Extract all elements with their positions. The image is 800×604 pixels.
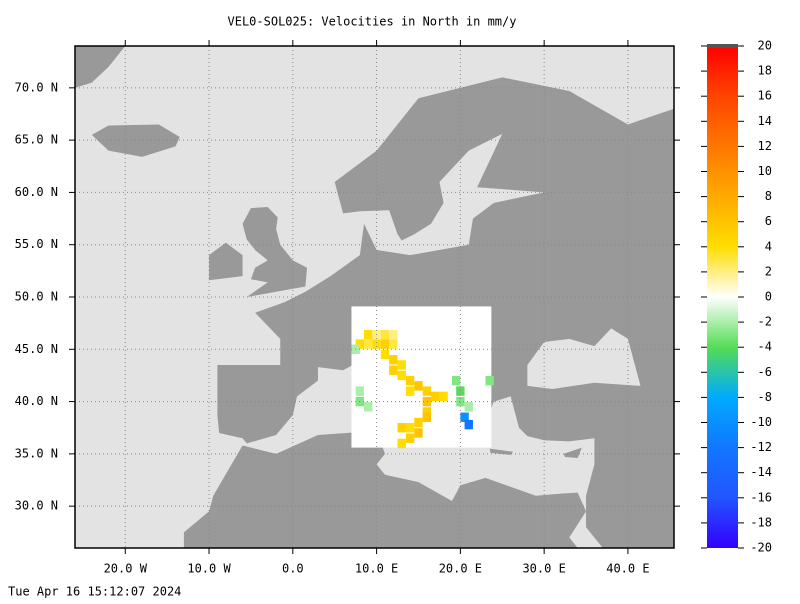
colorbar-label: -20 xyxy=(750,541,772,555)
x-tick-label: 40.0 E xyxy=(606,562,649,576)
greenland xyxy=(75,46,126,88)
colorbar-label: -6 xyxy=(758,365,772,379)
colorbar-label: -18 xyxy=(750,515,772,529)
x-tick-label: 10.0 W xyxy=(187,562,231,576)
velocity-cell xyxy=(464,402,473,412)
velocity-cell xyxy=(405,375,415,386)
y-tick-label: 40.0 N xyxy=(15,394,58,408)
velocity-cell xyxy=(464,419,473,430)
colorbar-label: 14 xyxy=(758,114,772,128)
y-tick-label: 55.0 N xyxy=(15,237,58,251)
velocity-cell xyxy=(456,396,465,407)
black-sea xyxy=(527,328,641,390)
cyprus xyxy=(563,447,582,459)
iceland xyxy=(91,124,180,157)
velocity-cell xyxy=(380,339,390,349)
colorbar-label: 18 xyxy=(758,64,772,78)
chart-title: VEL0-SOL025: Velocities in North in mm/y xyxy=(228,15,517,29)
velocity-cell xyxy=(364,329,373,340)
x-tick-label: 10.0 E xyxy=(355,562,398,576)
y-tick-label: 50.0 N xyxy=(15,290,58,304)
x-tick-label: 30.0 E xyxy=(522,562,565,576)
velocity-cell xyxy=(389,339,398,349)
velocity-cell xyxy=(364,339,373,349)
velocity-cell xyxy=(451,375,461,386)
colorbar-label: 16 xyxy=(758,89,772,103)
colorbar-label: 4 xyxy=(765,239,772,253)
timestamp: Tue Apr 16 15:12:07 2024 xyxy=(8,585,181,599)
velocity-cell xyxy=(389,329,398,340)
ireland xyxy=(209,242,243,281)
colorbar xyxy=(707,46,738,548)
velocity-cell xyxy=(422,396,432,407)
colorbar-label: -16 xyxy=(750,490,772,504)
velocity-cell xyxy=(380,329,390,340)
velocity-cell xyxy=(364,402,373,412)
great-britain xyxy=(242,207,308,297)
velocity-cell xyxy=(397,438,406,449)
velocity-cell xyxy=(422,407,432,417)
africa xyxy=(183,430,587,548)
velocity-cell xyxy=(372,339,381,349)
velocity-cell xyxy=(414,381,423,391)
x-tick-label: 20.0 E xyxy=(439,562,482,576)
crete xyxy=(489,448,514,455)
velocity-cell xyxy=(380,349,390,360)
velocity-cell xyxy=(456,386,465,396)
colorbar-label: -10 xyxy=(750,415,772,429)
velocity-cell xyxy=(431,391,440,402)
x-tick-label: 20.0 W xyxy=(104,562,148,576)
velocity-cell xyxy=(422,412,432,422)
colorbar-label: -14 xyxy=(750,465,772,479)
y-tick-label: 65.0 N xyxy=(15,133,58,147)
velocity-cell xyxy=(405,433,415,443)
velocity-cell xyxy=(397,370,406,381)
colorbar-label: 20 xyxy=(758,39,772,53)
colorbar-label: 12 xyxy=(758,139,772,153)
velocity-cell xyxy=(439,391,448,402)
colorbar-label: -8 xyxy=(758,390,772,404)
colorbar-label: -2 xyxy=(758,315,772,329)
velocity-cell xyxy=(355,339,365,349)
colorbar-label: 10 xyxy=(758,164,772,178)
velocity-cell xyxy=(414,428,423,438)
colorbar-label: 6 xyxy=(765,214,772,228)
velocity-cell xyxy=(485,375,494,386)
colorbar-label: 2 xyxy=(765,264,772,278)
velocity-cell xyxy=(389,355,398,365)
velocity-cell xyxy=(397,423,406,433)
velocity-cell xyxy=(405,386,415,396)
velocity-field xyxy=(351,306,494,449)
y-tick-label: 60.0 N xyxy=(15,185,58,199)
x-tick-label: 0.0 xyxy=(282,562,304,576)
y-tick-label: 45.0 N xyxy=(15,342,58,356)
colorbar-cap xyxy=(707,44,738,48)
velocity-cell xyxy=(405,423,415,433)
velocity-cell xyxy=(397,360,406,370)
y-tick-label: 30.0 N xyxy=(15,499,58,513)
velocity-cell xyxy=(355,386,365,396)
colorbar-label: 8 xyxy=(765,189,772,203)
colorbar-label: 0 xyxy=(765,290,772,304)
colorbar-label: -4 xyxy=(758,340,772,354)
colorbar-label: -12 xyxy=(750,440,772,454)
velocity-cell xyxy=(414,417,423,428)
y-tick-label: 35.0 N xyxy=(15,446,58,460)
velocity-cell xyxy=(422,386,432,396)
velocity-cell xyxy=(389,365,398,375)
y-tick-label: 70.0 N xyxy=(15,80,58,94)
velocity-cell xyxy=(460,412,469,422)
